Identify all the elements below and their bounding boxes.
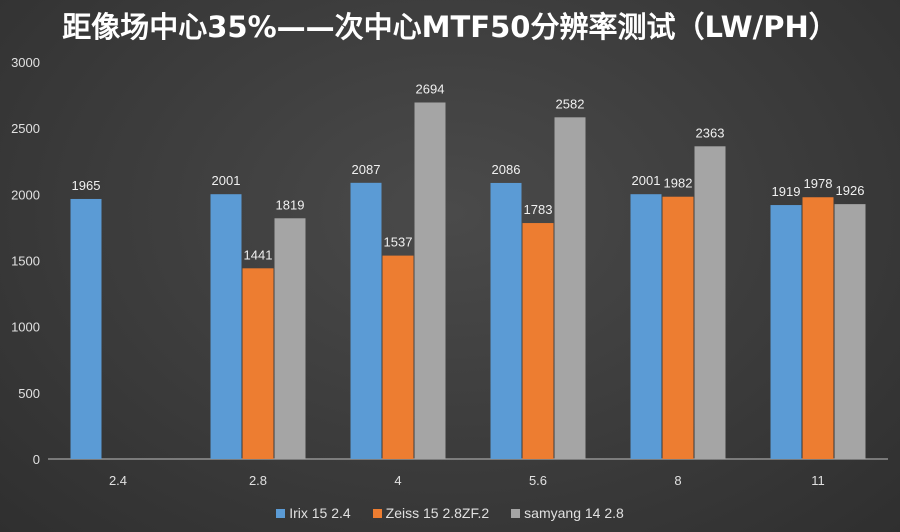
- data-label: 1965: [72, 178, 101, 193]
- data-label: 2086: [492, 162, 521, 177]
- legend: Irix 15 2.4 Zeiss 15 2.8ZF.2 samyang 14 2.…: [0, 505, 900, 521]
- y-tick-label: 0: [33, 452, 40, 467]
- data-label: 2363: [696, 125, 725, 140]
- legend-swatch: [276, 508, 286, 518]
- legend-item: Zeiss 15 2.8ZF.2: [372, 505, 490, 521]
- data-label: 2087: [352, 162, 381, 177]
- data-label: 1537: [384, 235, 413, 250]
- data-label: 2001: [632, 173, 661, 188]
- legend-label: samyang 14 2.8: [524, 505, 624, 521]
- data-label: 2694: [416, 81, 445, 96]
- data-label: 2582: [556, 96, 585, 111]
- legend-swatch: [372, 508, 382, 518]
- y-tick-label: 2000: [11, 187, 40, 202]
- bar: [414, 102, 446, 459]
- y-tick-label: 1500: [11, 254, 40, 269]
- legend-label: Irix 15 2.4: [289, 505, 351, 521]
- x-tick-label: 8: [674, 473, 681, 488]
- y-tick-label: 1000: [11, 320, 40, 335]
- bar: [802, 197, 834, 459]
- bar: [662, 196, 694, 459]
- y-tick-label: 3000: [11, 55, 40, 70]
- data-label: 2001: [212, 173, 241, 188]
- bar: [350, 182, 382, 460]
- bar: [770, 205, 802, 459]
- legend-label: Zeiss 15 2.8ZF.2: [385, 505, 490, 521]
- legend-item: Irix 15 2.4: [276, 505, 351, 521]
- data-label: 1819: [276, 197, 305, 212]
- x-tick-label: 4: [394, 473, 401, 488]
- data-label: 1441: [244, 247, 273, 262]
- x-tick-label: 11: [811, 473, 825, 488]
- bar: [210, 194, 242, 460]
- data-label: 1982: [664, 176, 693, 191]
- y-tick-label: 2500: [11, 121, 40, 136]
- bar: [382, 255, 414, 459]
- x-tick-label: 5.6: [529, 473, 547, 488]
- x-tick-label: 2.8: [249, 473, 267, 488]
- bar: [554, 117, 586, 459]
- legend-item: samyang 14 2.8: [511, 505, 624, 521]
- data-label: 1978: [804, 176, 833, 191]
- legend-swatch: [511, 508, 521, 518]
- x-tick-label: 2.4: [109, 473, 127, 488]
- bar: [242, 268, 274, 459]
- bar: [70, 198, 102, 459]
- data-label: 1783: [524, 202, 553, 217]
- bar: [522, 223, 554, 459]
- chart-title: 距像场中心35%——次中心MTF50分辨率测试（LW/PH）: [62, 10, 838, 44]
- bar: [630, 194, 662, 460]
- data-label: 1919: [772, 184, 801, 199]
- bar: [490, 182, 522, 459]
- bar: [834, 204, 866, 459]
- bar: [274, 218, 306, 459]
- y-tick-label: 500: [18, 386, 40, 401]
- data-label: 1926: [836, 183, 865, 198]
- bar: [694, 146, 726, 459]
